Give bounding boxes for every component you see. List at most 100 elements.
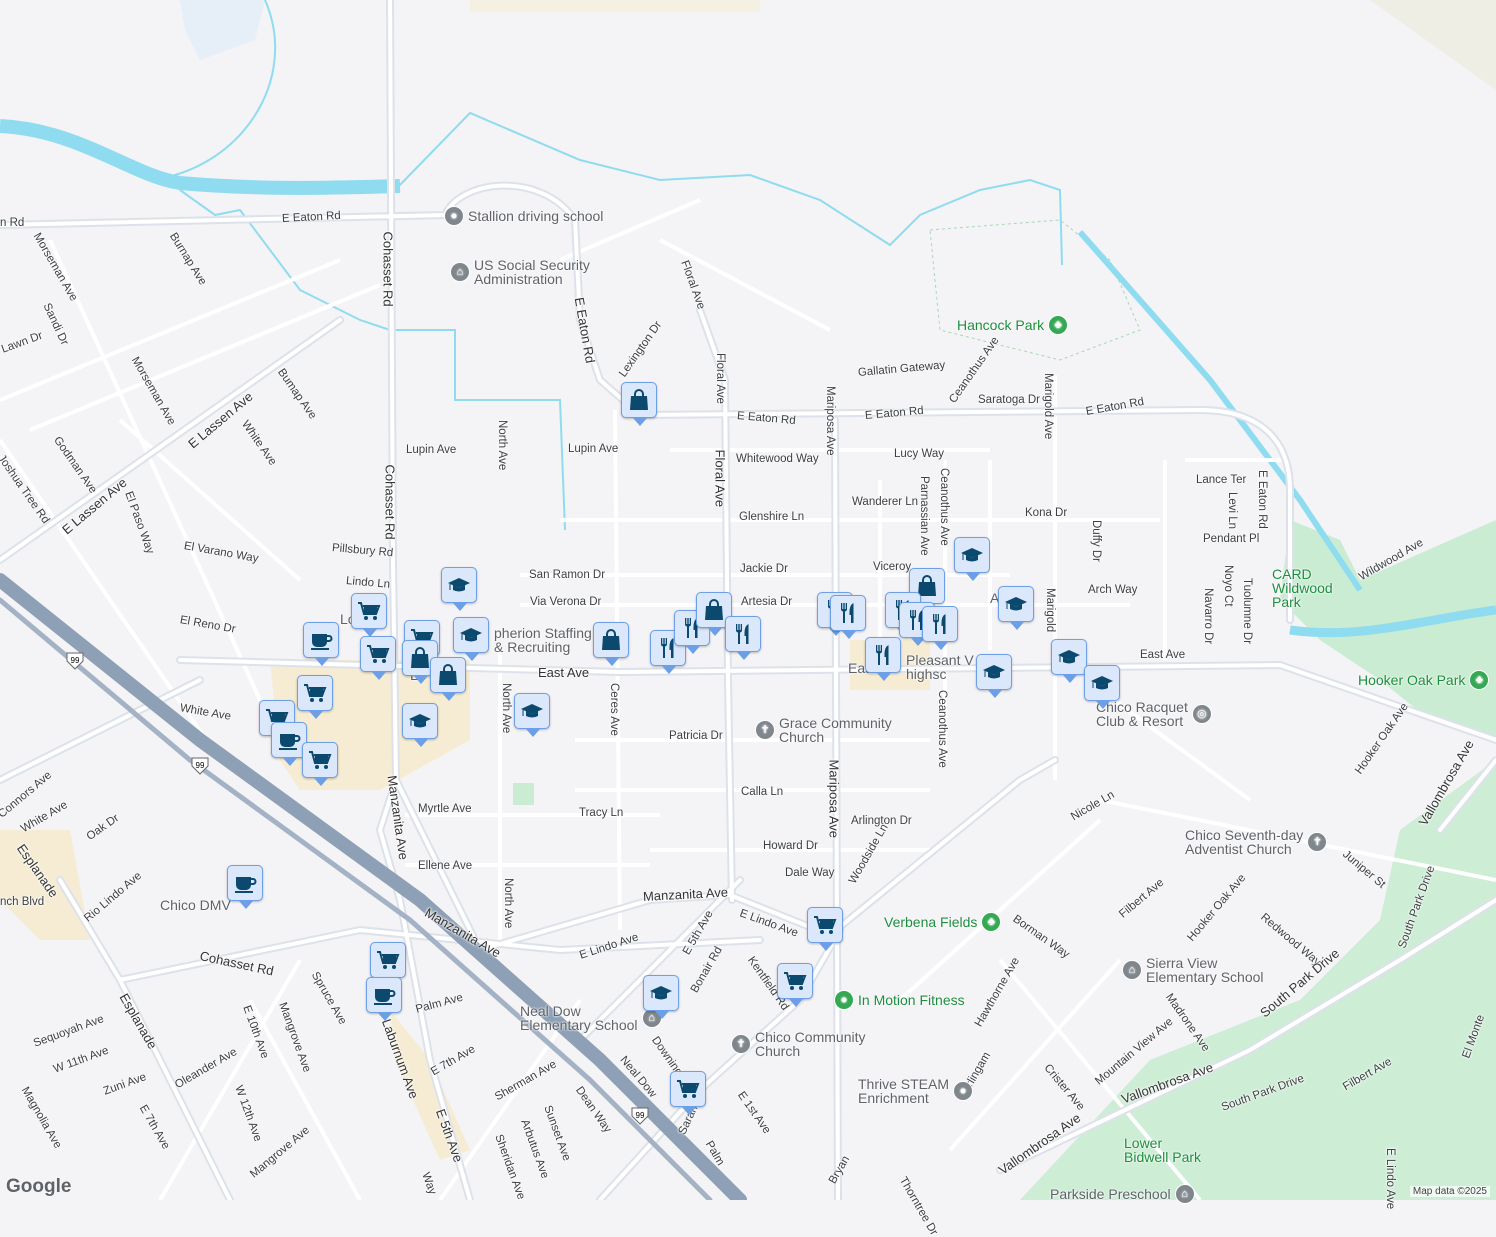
- street-label: Saratoga Dr: [978, 394, 1041, 406]
- street-label: Patricia Dr: [669, 730, 723, 742]
- street-label: Lupin Ave: [406, 444, 457, 456]
- school-icon: [520, 699, 544, 723]
- coffee-cup-icon: [277, 728, 301, 752]
- place-sierra-view[interactable]: ⌂ Sierra View Elementary School: [1122, 956, 1264, 984]
- coffee-cup-icon: [309, 628, 333, 652]
- street-label: E Lindo Ave: [1384, 1148, 1396, 1210]
- place-pherion-staffing[interactable]: pherion Staffing & Recruiting: [494, 626, 592, 654]
- street-label: Mariposa Ave: [824, 386, 836, 456]
- place-name: Hancock Park: [957, 317, 1045, 333]
- school-icon: ⌂: [1174, 1184, 1195, 1204]
- place-neal-dow[interactable]: Neal Dow Elementary School ⌂: [520, 1004, 662, 1032]
- street-label: Howard Dr: [763, 840, 818, 852]
- shopping-bag-icon: [436, 663, 460, 687]
- street-label: Via Verona Dr: [530, 596, 602, 608]
- place-chico-community[interactable]: ✝ Chico Community Church: [731, 1030, 865, 1058]
- place-name: CARD Wildwood Park: [1272, 566, 1333, 610]
- map-marker-cap[interactable]: [453, 617, 489, 661]
- shopping-cart-icon: [308, 748, 332, 772]
- map-marker-bag[interactable]: [621, 382, 657, 426]
- svg-text:99: 99: [71, 656, 80, 665]
- shopping-cart-icon: [783, 969, 807, 993]
- map-marker-cap[interactable]: [998, 586, 1034, 630]
- map-marker-cap[interactable]: [402, 703, 438, 747]
- map-marker-cart[interactable]: [777, 963, 813, 1007]
- map-marker-fork[interactable]: [922, 606, 958, 650]
- place-name: Grace Community Church: [779, 715, 892, 745]
- place-stallion-driving-school[interactable]: ● Stallion driving school: [444, 206, 603, 226]
- map-attribution[interactable]: Map data ©2025: [1409, 1186, 1490, 1197]
- street-label: E Eaton Rd: [1256, 470, 1268, 529]
- street-label: North Ave: [502, 878, 514, 929]
- map-marker-cup[interactable]: [303, 622, 339, 666]
- place-chico-dmv[interactable]: Chico DMV: [160, 898, 231, 912]
- place-name: In Motion Fitness: [858, 992, 965, 1008]
- place-name: Chico Community Church: [755, 1029, 866, 1059]
- street-label: Calla Ln: [741, 786, 784, 798]
- place-verbena-fields[interactable]: Verbena Fields ♣: [884, 912, 1002, 932]
- place-thrive-steam[interactable]: Thrive STEAM Enrichment ●: [858, 1077, 974, 1105]
- highway-shields: 99 99 99: [66, 652, 649, 1125]
- map-marker-cap[interactable]: [1051, 639, 1087, 683]
- place-name: Stallion driving school: [468, 208, 604, 224]
- street-label: Tracy Ln: [579, 807, 624, 819]
- cross-icon: ✝: [731, 1034, 751, 1054]
- map-marker-cap[interactable]: [514, 693, 550, 737]
- map-marker-cap[interactable]: [954, 537, 990, 581]
- street-label: Cohasset Rd: [382, 464, 398, 540]
- restaurant-icon: [928, 612, 952, 636]
- school-icon: ⌂: [1122, 960, 1142, 980]
- street-label: Marigold: [1044, 588, 1056, 633]
- place-a[interactable]: A: [990, 591, 999, 605]
- pin-icon: ●: [834, 990, 854, 1010]
- place-chico-racquet[interactable]: Chico Racquet Club & Resort ◎: [1096, 700, 1212, 728]
- google-logo: Google: [6, 1176, 72, 1197]
- map-marker-bag[interactable]: [430, 657, 466, 701]
- map-marker-cart[interactable]: [297, 675, 333, 719]
- map-marker-cap[interactable]: [976, 654, 1012, 698]
- map-marker-cup[interactable]: [271, 722, 307, 766]
- street-label: San Ramon Dr: [529, 569, 606, 581]
- map-marker-cap[interactable]: [1084, 665, 1120, 709]
- shopping-cart-icon: [676, 1077, 700, 1101]
- place-hancock-park[interactable]: Hancock Park ♣: [957, 315, 1069, 335]
- place-us-social-security[interactable]: ⌂ US Social Security Administration: [450, 258, 590, 286]
- map-marker-cart[interactable]: [370, 942, 406, 986]
- map-marker-fork[interactable]: [865, 637, 901, 681]
- place-name: Neal Dow Elementary School: [520, 1003, 638, 1033]
- place-grace-community[interactable]: ✝ Grace Community Church: [755, 716, 892, 744]
- map-marker-cart[interactable]: [360, 636, 396, 680]
- school-icon: [408, 709, 432, 733]
- restaurant-icon: [656, 636, 680, 660]
- shopping-cart-icon: [303, 681, 327, 705]
- map-marker-cart[interactable]: [351, 593, 387, 637]
- shopping-cart-icon: [813, 913, 837, 937]
- map-marker-bag[interactable]: [402, 640, 438, 684]
- map-marker-cart[interactable]: [807, 907, 843, 951]
- map-marker-fork[interactable]: [830, 595, 866, 639]
- map-marker-cart[interactable]: [302, 742, 338, 786]
- restaurant-icon: [905, 608, 929, 632]
- map-marker-cup[interactable]: [227, 865, 263, 909]
- street-label: Jackie Dr: [740, 563, 788, 575]
- map-marker-cup[interactable]: [366, 977, 402, 1021]
- street-label: Artesia Dr: [741, 596, 793, 608]
- street-label: East Ave: [1140, 649, 1186, 661]
- street-label: East Ave: [538, 665, 590, 680]
- street-label: Lance Ter: [1196, 474, 1247, 486]
- map-marker-fork[interactable]: [725, 616, 761, 660]
- place-name: Chico DMV: [160, 897, 231, 913]
- place-card[interactable]: CARD Wildwood Park: [1272, 567, 1333, 609]
- place-in-motion-fitness[interactable]: ● In Motion Fitness: [834, 990, 965, 1010]
- map-marker-cart[interactable]: [670, 1071, 706, 1115]
- map-marker-cap[interactable]: [441, 567, 477, 611]
- map-canvas[interactable]: 99 99 99: [0, 0, 1496, 1200]
- map-marker-cap[interactable]: [643, 975, 679, 1019]
- place-hooker-oak-park[interactable]: Hooker Oak Park ♣: [1358, 670, 1490, 690]
- place-parkside-preschool[interactable]: Parkside Preschool ⌂: [1050, 1184, 1195, 1204]
- place-chico-seventh-day[interactable]: Chico Seventh-day Adventist Church ✝: [1185, 828, 1328, 856]
- cross-icon: ✝: [1307, 832, 1328, 852]
- place-lower[interactable]: Lower Bidwell Park: [1124, 1136, 1201, 1164]
- map-marker-bag[interactable]: [593, 622, 629, 666]
- place-name: US Social Security Administration: [474, 257, 590, 287]
